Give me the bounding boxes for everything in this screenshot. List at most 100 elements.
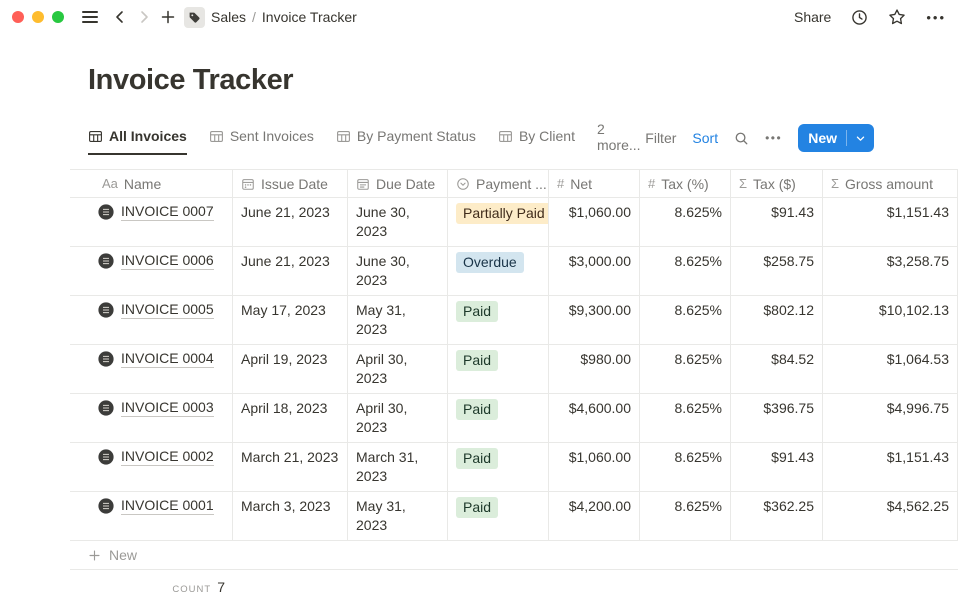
header-issue-date[interactable]: Issue Date bbox=[233, 170, 348, 197]
invoice-name-cell[interactable]: INVOICE 0006 bbox=[70, 247, 233, 295]
due-date-cell[interactable]: May 31, 2023 bbox=[348, 296, 448, 344]
due-date-cell[interactable]: June 30, 2023 bbox=[348, 247, 448, 295]
forward-icon[interactable] bbox=[132, 5, 156, 29]
invoice-name-cell[interactable]: INVOICE 0004 bbox=[70, 345, 233, 393]
issue-date-cell[interactable]: April 18, 2023 bbox=[233, 394, 348, 442]
header-tax-usd[interactable]: Σ Tax ($) bbox=[731, 170, 823, 197]
number-property-icon: # bbox=[648, 176, 656, 191]
table-row: INVOICE 0006 June 21, 2023 June 30, 2023… bbox=[70, 247, 958, 296]
close-window-button[interactable] bbox=[12, 11, 24, 23]
sidebar-toggle-icon[interactable] bbox=[78, 5, 102, 29]
tax-usd-cell[interactable]: $91.43 bbox=[731, 443, 823, 491]
due-date-cell[interactable]: May 31, 2023 bbox=[348, 492, 448, 540]
due-date-cell[interactable]: April 30, 2023 bbox=[348, 394, 448, 442]
tax-usd-cell[interactable]: $802.12 bbox=[731, 296, 823, 344]
tab-by-client[interactable]: By Client bbox=[498, 128, 575, 155]
minimize-window-button[interactable] bbox=[32, 11, 44, 23]
filter-button[interactable]: Filter bbox=[645, 130, 677, 146]
net-cell[interactable]: $3,000.00 bbox=[549, 247, 640, 295]
invoice-name-cell[interactable]: INVOICE 0003 bbox=[70, 394, 233, 442]
header-name[interactable]: Aa Name bbox=[70, 170, 233, 197]
updates-clock-icon[interactable] bbox=[851, 9, 868, 26]
status-badge: Paid bbox=[456, 399, 499, 420]
count-value: 7 bbox=[217, 579, 225, 595]
new-page-icon[interactable] bbox=[156, 5, 180, 29]
more-options-icon[interactable]: ••• bbox=[926, 9, 946, 25]
payment-status-cell[interactable]: Paid bbox=[448, 345, 549, 393]
breadcrumb-page[interactable]: Invoice Tracker bbox=[261, 9, 357, 25]
invoice-name-cell[interactable]: INVOICE 0005 bbox=[70, 296, 233, 344]
net-cell[interactable]: $1,060.00 bbox=[549, 198, 640, 246]
issue-date-cell[interactable]: June 21, 2023 bbox=[233, 247, 348, 295]
invoice-name-cell[interactable]: INVOICE 0001 bbox=[70, 492, 233, 540]
payment-status-cell[interactable]: Partially Paid bbox=[448, 198, 549, 246]
teamspace-tag-icon[interactable] bbox=[184, 6, 205, 28]
sort-button[interactable]: Sort bbox=[692, 130, 719, 146]
tax-usd-cell[interactable]: $84.52 bbox=[731, 345, 823, 393]
gross-amount-cell[interactable]: $1,151.43 bbox=[823, 443, 958, 491]
header-due-date[interactable]: Due Date bbox=[348, 170, 448, 197]
issue-date-cell[interactable]: May 17, 2023 bbox=[233, 296, 348, 344]
payment-status-cell[interactable]: Paid bbox=[448, 296, 549, 344]
tax-pct-cell[interactable]: 8.625% bbox=[640, 492, 731, 540]
gross-amount-cell[interactable]: $4,996.75 bbox=[823, 394, 958, 442]
search-icon[interactable] bbox=[734, 131, 749, 146]
net-cell[interactable]: $4,600.00 bbox=[549, 394, 640, 442]
payment-status-cell[interactable]: Paid bbox=[448, 394, 549, 442]
traffic-lights bbox=[12, 11, 64, 23]
header-payment-status[interactable]: Payment ... bbox=[448, 170, 549, 197]
view-options-icon[interactable]: ••• bbox=[765, 131, 783, 145]
gross-amount-cell[interactable]: $3,258.75 bbox=[823, 247, 958, 295]
net-cell[interactable]: $9,300.00 bbox=[549, 296, 640, 344]
tab-label: By Client bbox=[518, 128, 575, 144]
tax-usd-cell[interactable]: $362.25 bbox=[731, 492, 823, 540]
tax-pct-cell[interactable]: 8.625% bbox=[640, 345, 731, 393]
tax-pct-cell[interactable]: 8.625% bbox=[640, 198, 731, 246]
issue-date-cell[interactable]: June 21, 2023 bbox=[233, 198, 348, 246]
window-topbar: Sales / Invoice Tracker Share ••• bbox=[0, 0, 960, 34]
maximize-window-button[interactable] bbox=[52, 11, 64, 23]
payment-status-cell[interactable]: Paid bbox=[448, 443, 549, 491]
gross-amount-cell[interactable]: $1,151.43 bbox=[823, 198, 958, 246]
favorite-star-icon[interactable] bbox=[888, 8, 906, 26]
header-tax-pct[interactable]: # Tax (%) bbox=[640, 170, 731, 197]
tab-all-invoices[interactable]: All Invoices bbox=[88, 128, 187, 155]
tax-usd-cell[interactable]: $396.75 bbox=[731, 394, 823, 442]
issue-date-cell[interactable]: March 3, 2023 bbox=[233, 492, 348, 540]
count-calculation[interactable]: COUNT 7 bbox=[70, 570, 233, 595]
share-button[interactable]: Share bbox=[793, 9, 832, 25]
header-net[interactable]: # Net bbox=[549, 170, 640, 197]
new-row-button[interactable]: New bbox=[70, 541, 958, 570]
tax-usd-cell[interactable]: $91.43 bbox=[731, 198, 823, 246]
invoice-name-cell[interactable]: INVOICE 0007 bbox=[70, 198, 233, 246]
issue-date-cell[interactable]: March 21, 2023 bbox=[233, 443, 348, 491]
payment-status-cell[interactable]: Overdue bbox=[448, 247, 549, 295]
table-row: INVOICE 0007 June 21, 2023 June 30, 2023… bbox=[70, 198, 958, 247]
gross-amount-cell[interactable]: $1,064.53 bbox=[823, 345, 958, 393]
back-icon[interactable] bbox=[108, 5, 132, 29]
issue-date-cell[interactable]: April 19, 2023 bbox=[233, 345, 348, 393]
due-date-cell[interactable]: March 31, 2023 bbox=[348, 443, 448, 491]
payment-status-cell[interactable]: Paid bbox=[448, 492, 549, 540]
due-date-cell[interactable]: April 30, 2023 bbox=[348, 345, 448, 393]
net-cell[interactable]: $4,200.00 bbox=[549, 492, 640, 540]
tax-pct-cell[interactable]: 8.625% bbox=[640, 443, 731, 491]
net-cell[interactable]: $980.00 bbox=[549, 345, 640, 393]
gross-amount-cell[interactable]: $4,562.25 bbox=[823, 492, 958, 540]
tab-by-payment-status[interactable]: By Payment Status bbox=[336, 128, 476, 155]
net-cell[interactable]: $1,060.00 bbox=[549, 443, 640, 491]
tax-usd-cell[interactable]: $258.75 bbox=[731, 247, 823, 295]
formula-property-icon: Σ bbox=[831, 176, 840, 191]
tax-pct-cell[interactable]: 8.625% bbox=[640, 247, 731, 295]
breadcrumb-space[interactable]: Sales bbox=[211, 9, 247, 25]
more-views-button[interactable]: 2 more... bbox=[596, 121, 641, 153]
tax-pct-cell[interactable]: 8.625% bbox=[640, 296, 731, 344]
header-gross-amount[interactable]: Σ Gross amount bbox=[823, 170, 958, 197]
new-button[interactable]: New bbox=[798, 124, 874, 152]
gross-amount-cell[interactable]: $10,102.13 bbox=[823, 296, 958, 344]
tax-pct-cell[interactable]: 8.625% bbox=[640, 394, 731, 442]
invoice-name-cell[interactable]: INVOICE 0002 bbox=[70, 443, 233, 491]
tab-sent-invoices[interactable]: Sent Invoices bbox=[209, 128, 314, 155]
due-date-cell[interactable]: June 30, 2023 bbox=[348, 198, 448, 246]
